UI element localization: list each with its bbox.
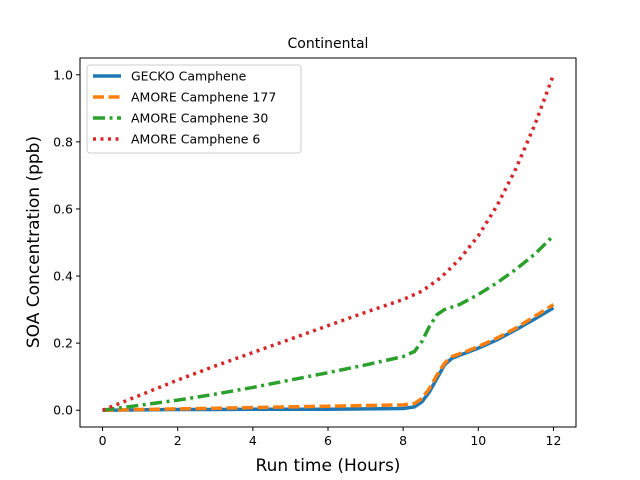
chart-title: Continental (288, 36, 369, 52)
axis-ticks: 0 2 4 6 8 10 12 0.0 0.2 0.4 0.6 0.8 1.0 (53, 67, 561, 448)
x-tick-label: 6 (324, 433, 332, 448)
series-line-3 (102, 234, 555, 412)
legend-label-1: GECKO Camphene (131, 69, 247, 84)
x-tick-label: 10 (470, 433, 486, 448)
y-tick-label: 0.4 (53, 269, 73, 284)
x-tick-label: 8 (399, 433, 407, 448)
x-tick-label: 12 (546, 433, 562, 448)
legend-label-4: AMORE Camphene 6 (131, 132, 260, 147)
legend-label-3: AMORE Camphene 30 (131, 111, 268, 126)
y-tick-label: 0.2 (53, 336, 73, 351)
series-line-4 (101, 74, 556, 412)
plot-area (101, 74, 556, 412)
x-tick-label: 0 (99, 433, 107, 448)
legend-label-2: AMORE Camphene 177 (131, 90, 276, 105)
legend-box (86, 64, 302, 154)
y-tick-label: 0.6 (53, 201, 73, 216)
y-tick-label: 0.0 (53, 403, 73, 418)
series-line-2 (102, 303, 555, 412)
x-axis-title: Run time (Hours) (256, 456, 401, 476)
x-tick-label: 4 (249, 433, 257, 448)
legend: GECKO Camphene AMORE Camphene 177 AMORE Ca… (86, 64, 302, 154)
y-tick-label: 1.0 (53, 67, 73, 82)
y-tick-label: 0.8 (53, 134, 73, 149)
y-axis-title: SOA Concentration (ppb) (24, 136, 44, 348)
x-tick-label: 2 (174, 433, 182, 448)
